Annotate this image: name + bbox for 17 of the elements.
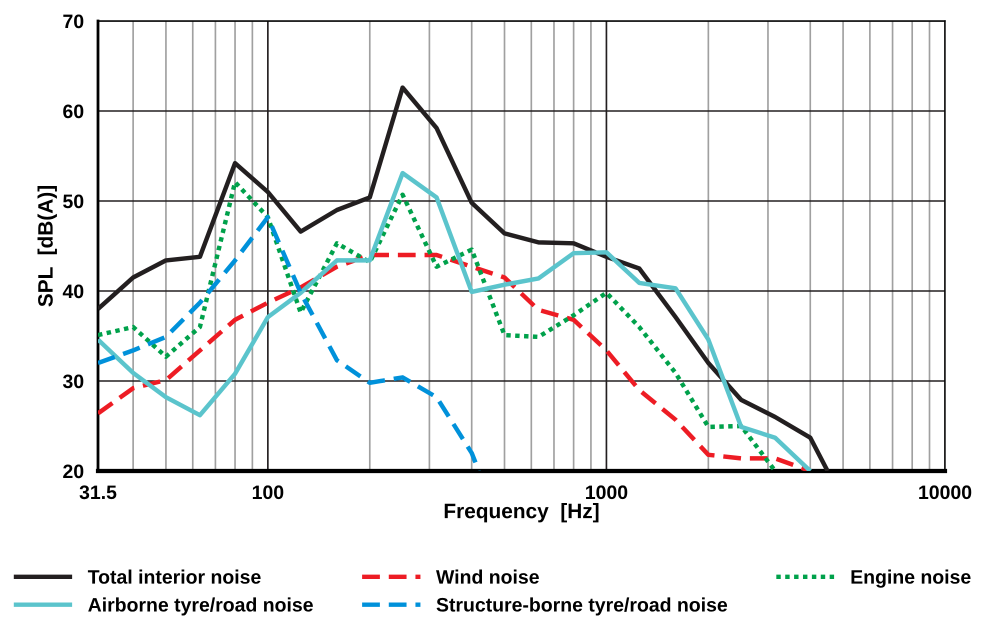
y-tick-label: 20 [63, 464, 84, 478]
y-tick-label: 60 [63, 104, 84, 118]
y-axis-title: SPL [dB(A)] [38, 186, 57, 307]
y-tick-label: 30 [62, 374, 84, 388]
legend-label: Airborne tyre/road noise [88, 597, 313, 616]
x-axis-title: Frequency [Hz] [444, 503, 598, 522]
x-tick-label: 100 [252, 485, 284, 500]
legend-label: Wind noise [436, 570, 539, 584]
y-tick-label: 40 [62, 284, 84, 298]
x-tick-label: 31.5 [80, 485, 116, 500]
x-tick-label: 10000 [919, 485, 972, 500]
legend-label: Total interior noise [88, 570, 261, 584]
y-tick-label: 70 [63, 14, 84, 28]
legend-label: Engine noise [852, 570, 971, 588]
x-tick-label: 1000 [586, 485, 628, 500]
y-tick-label: 50 [63, 194, 84, 208]
legend-label: Structure-borne tyre/road noise [436, 597, 728, 616]
